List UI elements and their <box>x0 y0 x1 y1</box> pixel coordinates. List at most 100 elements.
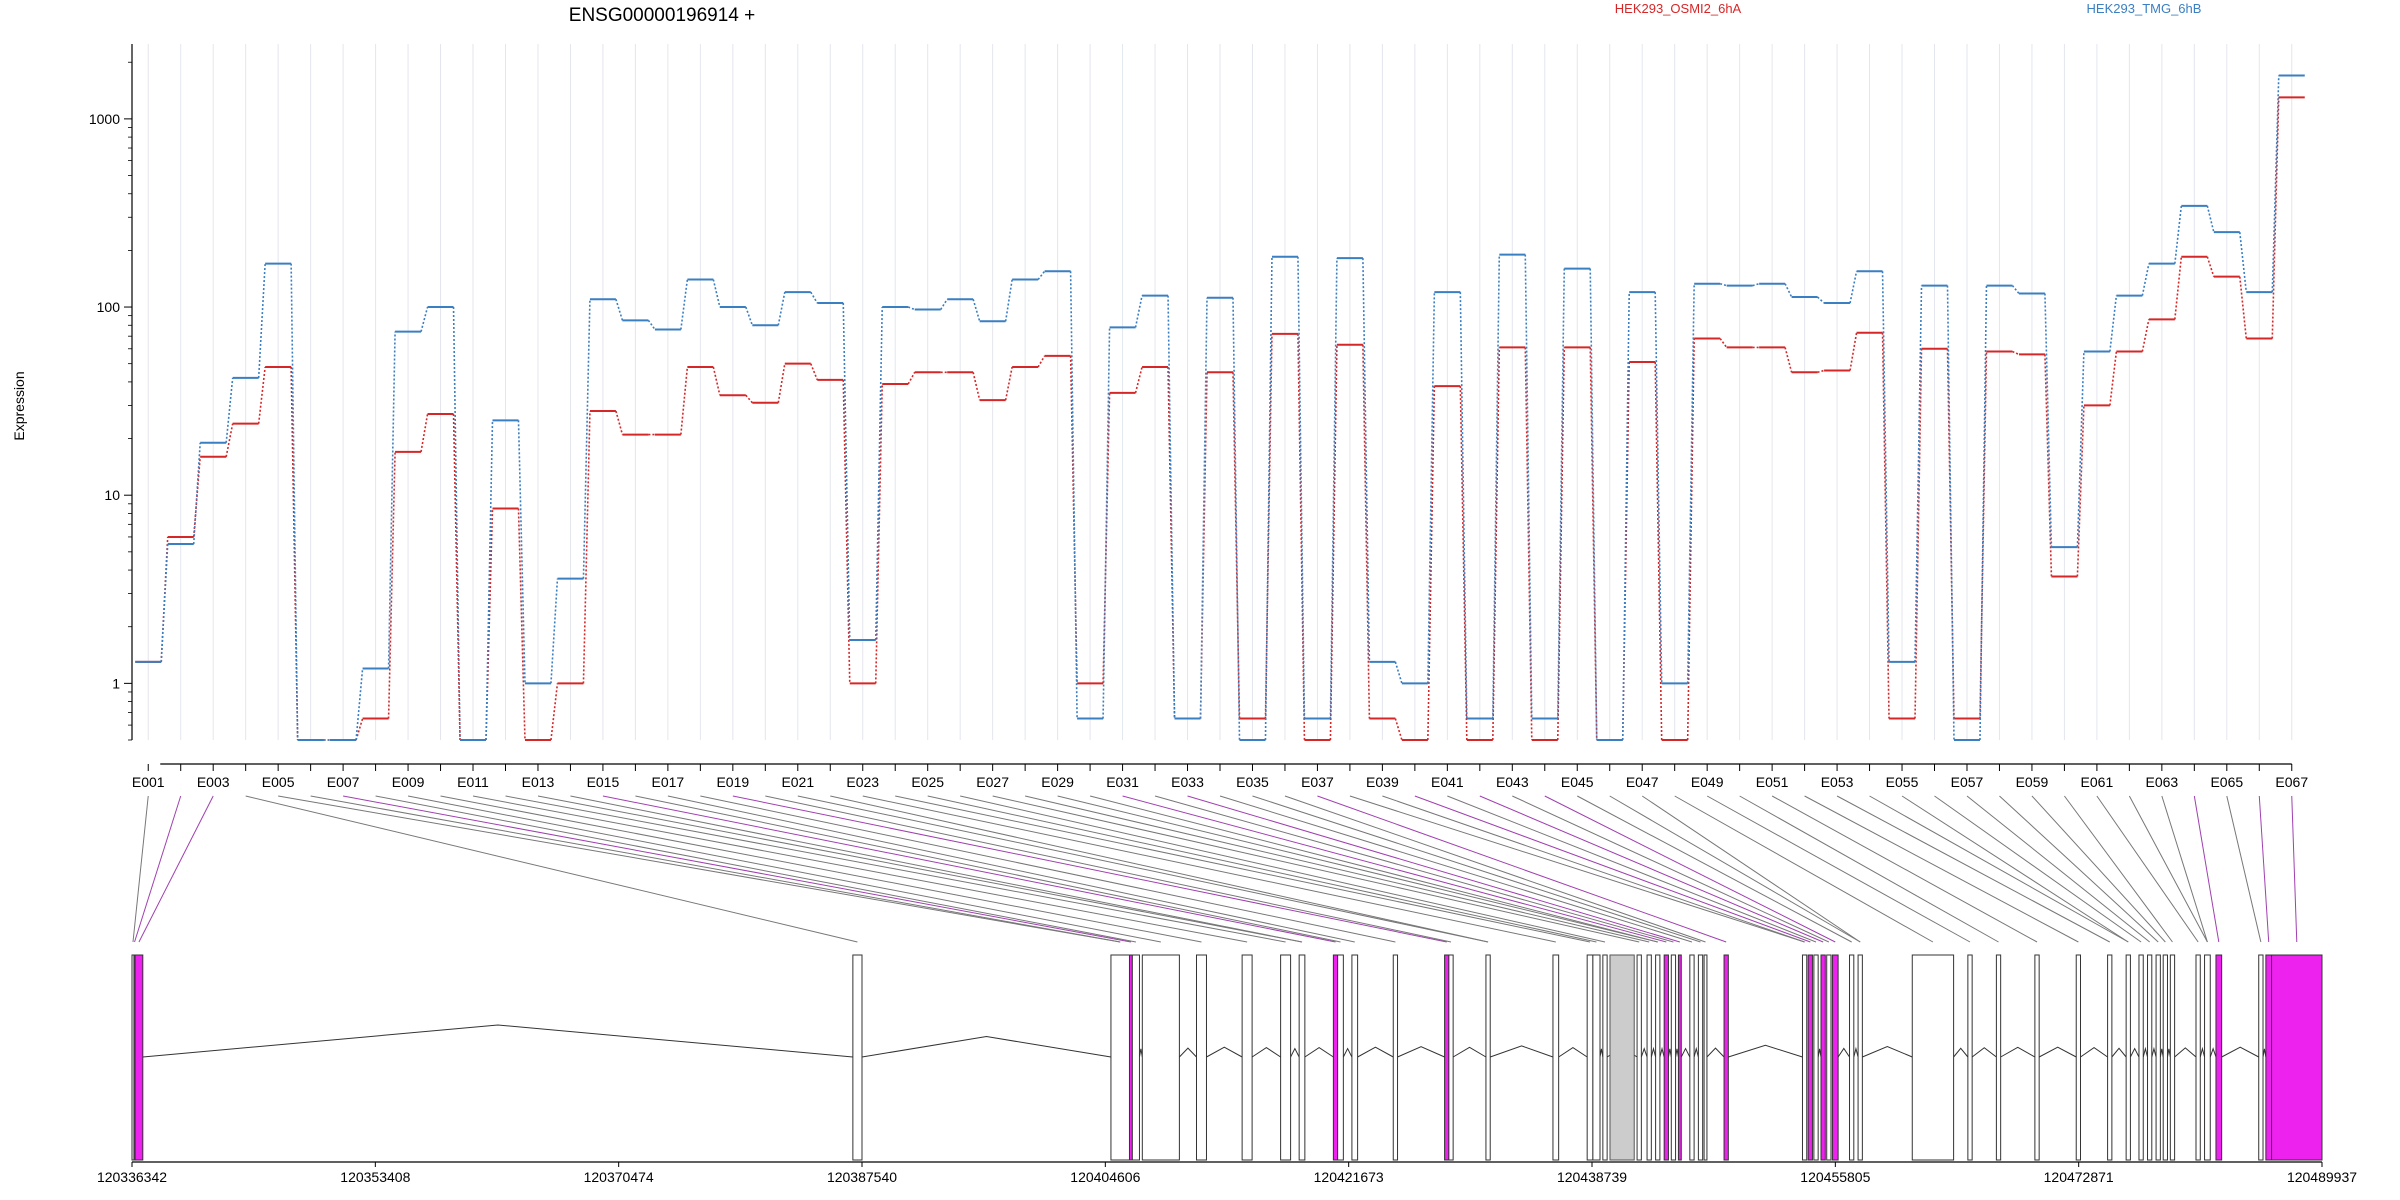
series-connector <box>225 423 234 457</box>
intron <box>1490 1045 1554 1058</box>
series-lines <box>135 74 2305 741</box>
series-connector <box>160 536 169 662</box>
exon-connector <box>1317 795 1727 943</box>
series-connector <box>810 363 819 381</box>
exon-connector <box>1836 795 2110 943</box>
x-tick-label: E053 <box>1821 774 1854 790</box>
series-connector <box>1686 283 1695 684</box>
exon-connector <box>1641 795 1861 943</box>
series-connector <box>225 377 234 443</box>
series-connector <box>2174 205 2183 264</box>
exon-connector <box>2193 795 2220 943</box>
x-tick-label: E019 <box>716 774 749 790</box>
coord-tick-label: 120489937 <box>2287 1169 2357 1185</box>
x-tick-label: E003 <box>197 774 230 790</box>
series-connector <box>907 371 916 385</box>
exon-connector <box>2291 795 2298 943</box>
intron <box>1304 1046 1334 1058</box>
exon-connector <box>2031 795 2166 943</box>
exon-connector <box>1057 795 1658 943</box>
exon-connector <box>505 795 1286 943</box>
intron <box>1342 1047 1353 1058</box>
series-connector <box>1492 347 1501 741</box>
series-connector <box>1979 285 1988 741</box>
intron <box>1837 1047 1850 1058</box>
exon <box>2258 954 2264 1161</box>
exon <box>1655 954 1661 1161</box>
series-connector <box>1004 366 1013 401</box>
exon <box>1670 954 1677 1161</box>
intron <box>1693 1046 1699 1058</box>
exon <box>1602 954 1608 1161</box>
exon <box>1444 954 1450 1161</box>
exon <box>1592 954 1601 1161</box>
exon <box>2271 954 2323 1161</box>
exon <box>1110 954 1130 1161</box>
x-axis: E001 E003 E005 E007 E009 E011 E013 E015 E017 E019… <box>132 763 2308 790</box>
series-connector <box>1589 268 1598 741</box>
series-connector <box>1362 344 1371 719</box>
intron <box>1640 1047 1648 1058</box>
series-connector <box>874 307 884 641</box>
x-tick-label: E035 <box>1236 774 1269 790</box>
series-connector <box>745 394 753 404</box>
series-connector <box>2239 276 2248 339</box>
series-connector <box>192 456 202 538</box>
exon <box>1280 954 1292 1161</box>
exon-connector <box>1025 795 1650 943</box>
x-tick-label: E025 <box>911 774 944 790</box>
series-connector <box>1167 367 1176 719</box>
intron <box>1971 1047 1997 1058</box>
exon-connector <box>138 795 214 943</box>
exon <box>134 954 144 1161</box>
intron <box>1680 1047 1691 1058</box>
x-tick-label: E033 <box>1171 774 1204 790</box>
exon-connector <box>1966 795 2150 943</box>
exon-connector <box>1414 795 1811 943</box>
series-connector <box>1492 254 1501 719</box>
exon-connector <box>1901 795 2129 943</box>
series-connector <box>1914 348 1923 719</box>
series-connector <box>550 683 559 741</box>
series-2 <box>135 74 2305 741</box>
intron <box>1728 1044 1803 1058</box>
exon <box>1689 954 1695 1161</box>
series-connector <box>907 306 915 311</box>
exon <box>1298 954 1306 1161</box>
exon-connector <box>700 795 1396 943</box>
x-tick-label: E029 <box>1041 774 1074 790</box>
intron <box>2038 1046 2077 1058</box>
exon <box>1332 954 1339 1161</box>
exon <box>2169 954 2176 1161</box>
series-connector <box>1459 292 1468 719</box>
series-connector <box>192 442 202 545</box>
coord-tick-label: 120387540 <box>827 1169 897 1185</box>
intron <box>1853 1046 1859 1058</box>
series-connector <box>2109 351 2118 406</box>
x-tick-label: E043 <box>1496 774 1529 790</box>
exon <box>2147 954 2153 1161</box>
x-tick-label: E063 <box>2145 774 2178 790</box>
exon-connector <box>765 795 1452 943</box>
series-connector <box>1524 254 1533 719</box>
series-connector <box>940 298 948 310</box>
x-tick-label: E065 <box>2210 774 2243 790</box>
series-connector <box>2141 319 2150 352</box>
coord-tick-label: 120404606 <box>1070 1169 1140 1185</box>
intron <box>2080 1047 2108 1058</box>
series-connector <box>1654 292 1663 684</box>
x-tick-label: E061 <box>2081 774 2114 790</box>
series-connector <box>2011 285 2020 295</box>
series-connector <box>712 279 721 308</box>
exon-connector <box>407 795 1161 943</box>
series-connector <box>550 578 559 684</box>
exon <box>1552 954 1560 1161</box>
exon <box>2075 954 2082 1161</box>
series-connector <box>1004 279 1013 322</box>
exon <box>1131 954 1140 1161</box>
series-connector <box>1881 332 1890 719</box>
chart-title: ENSG00000196914 + <box>569 5 755 26</box>
exon-connector <box>2161 795 2208 943</box>
